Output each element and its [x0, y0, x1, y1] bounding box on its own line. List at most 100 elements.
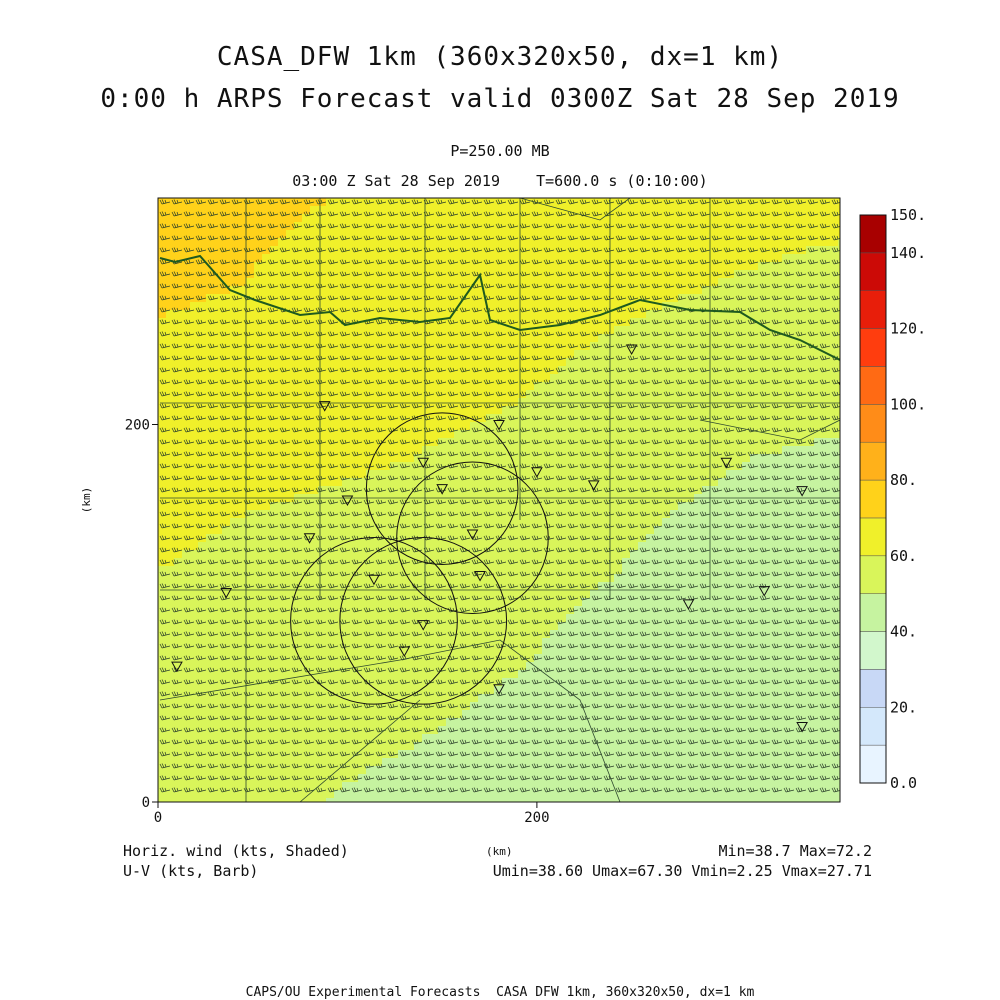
wind-speed-cell: [286, 390, 295, 399]
wind-speed-cell: [494, 198, 503, 207]
wind-speed-cell: [270, 454, 279, 463]
wind-speed-cell: [198, 558, 207, 567]
wind-speed-cell: [734, 302, 743, 311]
wind-speed-cell: [462, 422, 471, 431]
wind-speed-cell: [262, 246, 271, 255]
wind-speed-cell: [310, 614, 319, 623]
wind-speed-cell: [374, 454, 383, 463]
wind-speed-cell: [302, 518, 311, 527]
wind-speed-cell: [382, 342, 391, 351]
wind-speed-cell: [702, 238, 711, 247]
wind-speed-cell: [166, 502, 175, 511]
wind-speed-cell: [166, 222, 175, 231]
wind-speed-cell: [454, 326, 463, 335]
wind-speed-cell: [798, 406, 807, 415]
wind-speed-cell: [814, 342, 823, 351]
wind-speed-cell: [166, 630, 175, 639]
wind-speed-cell: [686, 614, 695, 623]
wind-speed-cell: [206, 366, 215, 375]
wind-speed-cell: [262, 206, 271, 215]
wind-speed-cell: [478, 358, 487, 367]
wind-speed-cell: [838, 606, 840, 615]
wind-speed-cell: [742, 478, 751, 487]
wind-speed-cell: [502, 254, 511, 263]
wind-speed-cell: [158, 214, 167, 223]
wind-speed-cell: [198, 342, 207, 351]
wind-speed-cell: [582, 638, 591, 647]
wind-speed-cell: [462, 214, 471, 223]
wind-speed-cell: [814, 294, 823, 303]
wind-speed-cell: [446, 230, 455, 239]
wind-speed-cell: [486, 422, 495, 431]
wind-speed-cell: [670, 358, 679, 367]
wind-speed-cell: [182, 358, 191, 367]
wind-speed-cell: [838, 414, 840, 423]
wind-speed-cell: [766, 406, 775, 415]
wind-speed-cell: [382, 246, 391, 255]
wind-speed-cell: [438, 558, 447, 567]
wind-speed-cell: [430, 286, 439, 295]
wind-speed-cell: [654, 318, 663, 327]
wind-speed-cell: [478, 646, 487, 655]
wind-speed-cell: [726, 334, 735, 343]
wind-speed-cell: [366, 470, 375, 479]
wind-speed-cell: [470, 454, 479, 463]
wind-speed-cell: [662, 526, 671, 535]
wind-speed-cell: [542, 654, 551, 663]
wind-speed-cell: [230, 614, 239, 623]
wind-speed-cell: [694, 390, 703, 399]
wind-speed-cell: [414, 478, 423, 487]
wind-speed-cell: [198, 438, 207, 447]
wind-speed-cell: [662, 518, 671, 527]
wind-speed-cell: [262, 302, 271, 311]
wind-speed-cell: [206, 246, 215, 255]
wind-speed-cell: [430, 478, 439, 487]
wind-speed-cell: [750, 334, 759, 343]
wind-speed-cell: [614, 254, 623, 263]
wind-speed-cell: [158, 198, 167, 207]
wind-speed-cell: [574, 270, 583, 279]
chart-title: CASA_DFW 1km (360x320x50, dx=1 km): [216, 42, 784, 72]
wind-speed-cell: [750, 406, 759, 415]
wind-speed-cell: [670, 646, 679, 655]
wind-speed-cell: [294, 646, 303, 655]
wind-speed-cell: [622, 582, 631, 591]
wind-speed-cell: [334, 310, 343, 319]
wind-speed-cell: [310, 270, 319, 279]
wind-speed-cell: [310, 638, 319, 647]
wind-speed-cell: [542, 478, 551, 487]
wind-speed-cell: [334, 390, 343, 399]
wind-speed-cell: [734, 430, 743, 439]
wind-speed-cell: [590, 326, 599, 335]
wind-speed-cell: [358, 254, 367, 263]
wind-speed-cell: [238, 462, 247, 471]
wind-speed-cell: [382, 414, 391, 423]
wind-speed-cell: [574, 518, 583, 527]
wind-speed-cell: [550, 278, 559, 287]
wind-speed-cell: [398, 286, 407, 295]
wind-speed-cell: [534, 246, 543, 255]
wind-speed-cell: [406, 518, 415, 527]
wind-speed-cell: [502, 238, 511, 247]
wind-speed-cell: [654, 630, 663, 639]
wind-speed-cell: [278, 646, 287, 655]
wind-speed-cell: [318, 566, 327, 575]
wind-speed-cell: [462, 390, 471, 399]
wind-speed-cell: [542, 430, 551, 439]
wind-speed-cell: [766, 246, 775, 255]
wind-speed-cell: [198, 454, 207, 463]
wind-speed-cell: [326, 318, 335, 327]
wind-speed-cell: [526, 558, 535, 567]
wind-speed-cell: [734, 518, 743, 527]
wind-speed-cell: [214, 318, 223, 327]
wind-speed-cell: [326, 414, 335, 423]
wind-speed-cell: [494, 502, 503, 511]
wind-speed-cell: [406, 430, 415, 439]
wind-speed-cell: [270, 566, 279, 575]
wind-speed-cell: [478, 414, 487, 423]
wind-speed-cell: [574, 358, 583, 367]
wind-speed-cell: [278, 198, 287, 207]
wind-speed-cell: [798, 438, 807, 447]
wind-speed-cell: [278, 518, 287, 527]
wind-speed-cell: [414, 214, 423, 223]
